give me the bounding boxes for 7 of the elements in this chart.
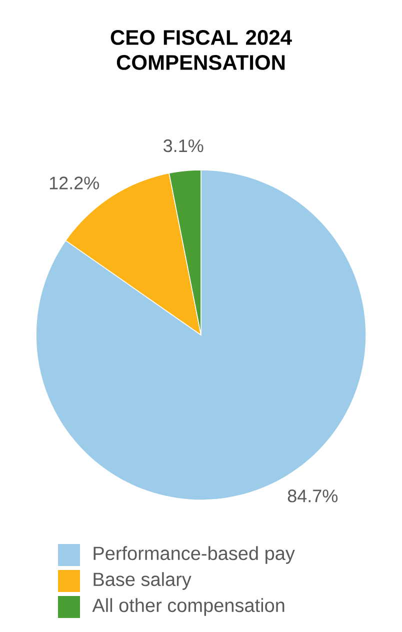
data-label: 84.7% — [288, 490, 338, 502]
chart-title: CEO FISCAL 2024 COMPENSATION — [110, 30, 292, 70]
legend-label: Base salary — [94, 572, 192, 590]
legend-label: Performance-based pay — [94, 546, 295, 564]
data-label: 12.2% — [50, 176, 99, 190]
data-label: 3.1% — [164, 139, 204, 152]
legend-label: All other compensation — [92, 598, 284, 616]
